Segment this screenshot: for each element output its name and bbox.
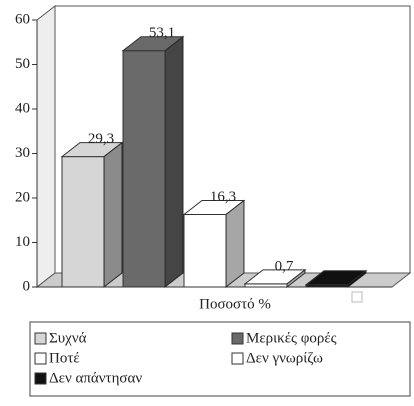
bar-front [61,156,105,288]
bar [243,268,307,289]
bar-side [286,268,306,289]
legend-box [29,321,411,397]
x-category-label: Ποσοστό % [199,296,271,312]
legend-label: Ποτέ [49,350,80,366]
bar [304,269,368,289]
legend-swatch [34,352,47,365]
legend-swatch [231,332,244,345]
value-label: 53,1 [149,25,175,41]
bar-side [225,199,245,289]
legend-swatch [34,372,47,385]
y-tick-label: 10 [15,234,30,250]
bar-side-shade [348,270,366,287]
legend-label: Μερικές φορές [246,330,337,346]
bar-side [164,35,184,289]
bar-side [103,141,123,289]
bar-side-shade [287,269,305,287]
bar-side-shade [226,200,244,287]
bar-front [183,213,227,288]
bar-front [122,50,166,288]
legend-swatch [34,332,47,345]
y-tick-label: 20 [15,189,30,205]
value-label: 29,3 [88,131,114,147]
legend-label: Δεν απάντησαν [49,370,142,386]
bar-side [347,269,367,289]
y-tick-label: 60 [15,11,30,27]
value-label: 0,7 [275,258,294,274]
bar [121,35,185,289]
side-wall [36,4,56,289]
y-tick-label: 40 [15,100,30,116]
legend-label: Συχνά [49,330,87,346]
y-tick-label: 30 [15,145,30,161]
decoration [351,291,363,303]
bar [182,199,246,289]
bar [60,141,124,289]
y-tick-label: 50 [15,56,30,72]
legend-swatch [231,352,244,365]
legend-label: Δεν γνωρίζω [246,350,323,366]
value-label: 16,3 [210,189,236,205]
y-tick-label: 0 [23,278,31,294]
bar-side-shade [104,142,122,287]
bar-side-shade [165,36,183,287]
